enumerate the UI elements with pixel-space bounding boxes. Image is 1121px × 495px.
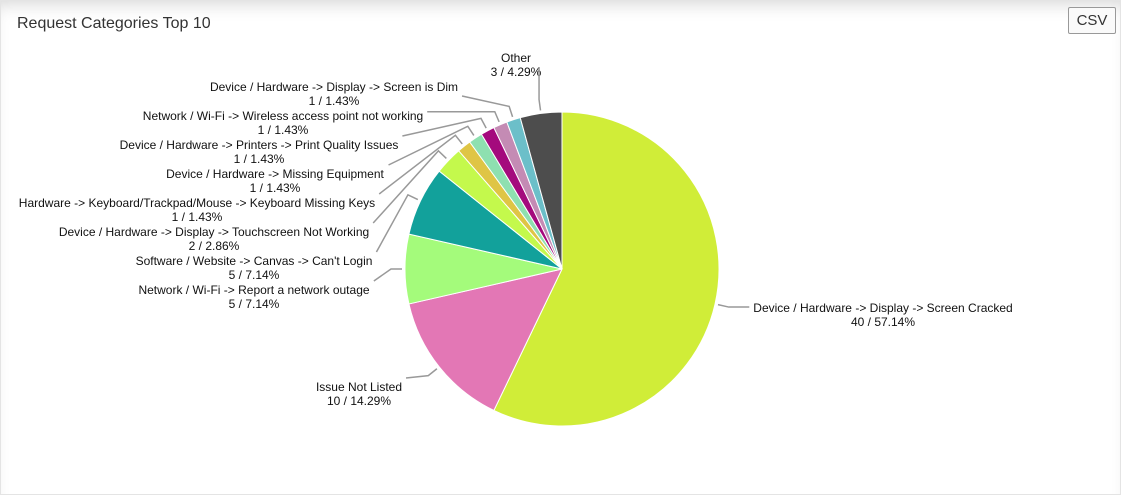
- slice-label: Network / Wi-Fi -> Wireless access point…: [143, 109, 423, 123]
- slice-value-label: 1 / 1.43%: [250, 181, 301, 195]
- leader-line: [378, 134, 463, 195]
- pie-slice: [519, 111, 563, 270]
- slice-value-label: 1 / 1.43%: [172, 210, 223, 224]
- slice-label: Software / Website -> Canvas -> Can't Lo…: [136, 254, 373, 268]
- slice-label: Device / Hardware -> Display -> Touchscr…: [59, 225, 369, 239]
- slice-label: Device / Hardware -> Printers -> Print Q…: [120, 138, 399, 152]
- slice-label: Device / Hardware -> Display -> Screen i…: [210, 80, 458, 94]
- slice-value-label: 1 / 1.43%: [309, 94, 360, 108]
- leader-line: [373, 268, 402, 282]
- slice-label: Device / Hardware -> Display -> Screen C…: [753, 301, 1012, 315]
- slice-value-label: 10 / 14.29%: [327, 394, 391, 408]
- leader-line: [388, 125, 475, 166]
- slice-value-label: 1 / 1.43%: [234, 152, 285, 166]
- slice-value-label: 2 / 2.86%: [189, 239, 240, 253]
- leader-line: [717, 303, 750, 308]
- leader-line: [402, 117, 487, 137]
- leader-line: [375, 193, 419, 253]
- slice-value-label: 1 / 1.43%: [258, 123, 309, 137]
- leader-line: [538, 67, 542, 111]
- leader-line: [405, 368, 438, 379]
- slice-label: Hardware -> Keyboard/Trackpad/Mouse -> K…: [19, 196, 375, 210]
- slice-label: Issue Not Listed: [316, 380, 402, 394]
- pie-slice: [408, 268, 563, 412]
- slice-value-label: 3 / 4.29%: [491, 65, 542, 79]
- leader-line: [427, 111, 500, 123]
- leader-line: [461, 95, 514, 118]
- slice-value-label: 40 / 57.14%: [851, 315, 915, 329]
- leader-line: [372, 149, 447, 224]
- slice-label: Device / Hardware -> Missing Equipment: [166, 167, 384, 181]
- slice-value-label: 5 / 7.14%: [229, 268, 280, 282]
- chart-title: Request Categories Top 10: [17, 15, 211, 32]
- pie-slice: [493, 111, 720, 427]
- slice-label: Other: [501, 51, 531, 65]
- slice-value-label: 5 / 7.14%: [229, 297, 280, 311]
- csv-button[interactable]: CSV: [1068, 7, 1116, 34]
- slice-label: Network / Wi-Fi -> Report a network outa…: [138, 283, 369, 297]
